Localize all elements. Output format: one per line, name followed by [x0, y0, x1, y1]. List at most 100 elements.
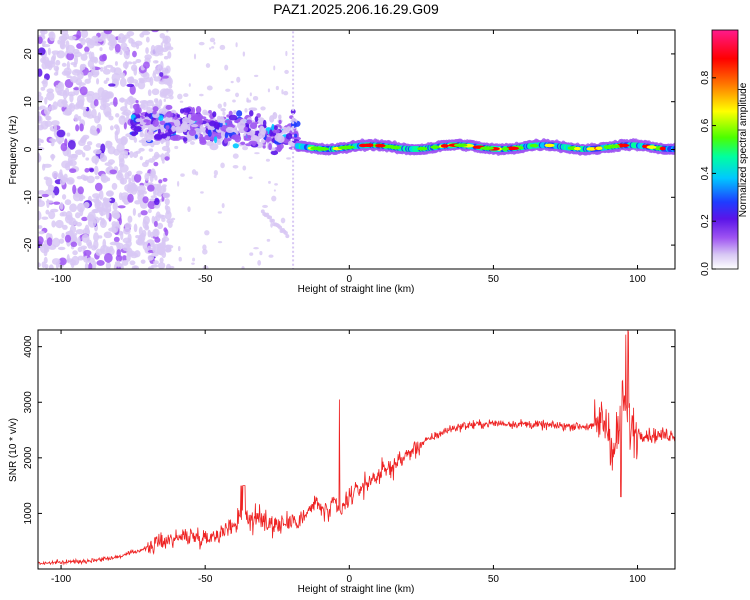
spectrogram-cell	[139, 32, 145, 38]
spectrogram-cell	[161, 159, 165, 164]
spectrogram-cell	[149, 198, 155, 202]
spectrogram-cell	[162, 185, 167, 193]
spectrogram-cell	[292, 203, 295, 206]
spectrogram-cell	[208, 120, 217, 127]
spectrogram-cell	[199, 137, 205, 144]
spectrogram-cell	[177, 245, 181, 252]
spectrogram-cell	[273, 65, 276, 71]
spectrogram-cell	[208, 110, 212, 114]
spectrogram-cell	[167, 51, 172, 59]
spectrogram-xtick-label: 0	[347, 274, 353, 285]
spectrogram-cell	[69, 93, 74, 103]
spectrogram-ytick-label: 0	[23, 146, 34, 152]
spectrogram-cell	[262, 204, 269, 208]
spectrogram-cell	[38, 210, 42, 221]
spectrogram-cell	[216, 140, 222, 145]
spectrogram-cell	[292, 113, 295, 116]
spectrogram-cell	[147, 256, 153, 261]
spectrogram-cell	[292, 147, 295, 150]
spectrogram-cell	[292, 138, 295, 141]
spectrogram-cell	[86, 93, 94, 103]
spectrogram-cell	[292, 78, 295, 81]
spectrogram-cell	[66, 52, 75, 61]
spectrogram-cell	[55, 219, 64, 229]
spectrogram-cell	[224, 132, 229, 139]
spectrogram-cell	[164, 198, 170, 206]
spectrogram-cell	[285, 234, 290, 239]
spectrogram-cell	[40, 86, 46, 91]
spectrogram-cell	[248, 140, 258, 145]
spectrogram-cell	[164, 132, 172, 137]
spectrogram-cell	[292, 199, 295, 202]
spectrogram-cell	[150, 231, 154, 239]
spectrogram-cell	[430, 145, 441, 149]
spectrogram-cell	[69, 203, 78, 213]
spectrogram-cell	[281, 89, 284, 95]
spectrogram-cell	[195, 105, 202, 114]
spectrogram-cell	[216, 123, 220, 130]
spectrogram-cell	[69, 75, 79, 83]
spectrogram-cell	[65, 210, 73, 221]
spectrogram-cell	[480, 146, 494, 151]
spectrogram-cell	[163, 98, 167, 102]
spectrogram-cell	[176, 114, 181, 118]
spectrogram-cell	[53, 201, 61, 205]
spectrogram-cell	[152, 70, 157, 75]
spectrogram-cell	[270, 150, 279, 156]
spectrogram-cell	[292, 130, 299, 135]
spectrogram-cell	[269, 129, 273, 137]
spectrogram-cell	[174, 145, 179, 150]
spectrogram-cell	[132, 61, 137, 65]
spectrogram-cell	[124, 184, 133, 192]
spectrogram-cell	[123, 200, 129, 205]
spectrogram-cell	[292, 48, 295, 51]
snr-ytick-label: 4000	[23, 335, 34, 358]
spectrogram-cell	[133, 266, 138, 269]
spectrogram-cell	[84, 46, 90, 53]
spectrogram-cell	[41, 193, 49, 198]
spectrogram-cell	[144, 159, 150, 165]
snr-ytick-label: 2000	[23, 446, 34, 469]
spectrogram-cell	[453, 143, 468, 148]
spectrogram-cell	[225, 88, 231, 92]
spectrogram-cell	[72, 250, 78, 256]
spectrogram-cell	[127, 233, 132, 242]
spectrogram-cell	[273, 189, 276, 192]
spectrogram-cell	[124, 98, 128, 109]
spectrogram-cell	[87, 241, 93, 249]
spectrogram-cell	[100, 175, 109, 183]
spectrogram-cell	[232, 165, 239, 169]
spectrogram-cell	[150, 49, 158, 56]
spectrogram-cell	[137, 212, 142, 218]
spectrogram-cell	[67, 140, 76, 150]
spectrogram-cell	[262, 119, 267, 127]
spectrogram-cell	[246, 97, 249, 103]
spectrogram-cell	[82, 152, 86, 158]
spectrogram-cell	[292, 74, 295, 77]
spectrogram-cell	[283, 231, 288, 236]
spectrogram-cell	[544, 143, 555, 148]
spectrogram-cell	[202, 244, 207, 251]
spectrogram-cell	[162, 107, 166, 114]
spectrogram-cell	[257, 117, 265, 125]
colorbar-tick-label: 0.2	[700, 214, 711, 228]
spectrogram-cell	[268, 143, 272, 151]
spectrogram-cell	[70, 62, 78, 66]
spectrogram-cell	[111, 182, 118, 190]
spectrogram-cell	[240, 118, 248, 124]
spectrogram-cell	[119, 50, 123, 55]
spectrogram-cell	[162, 88, 172, 95]
spectrogram-cell	[78, 38, 84, 42]
spectrogram-cell	[38, 36, 43, 45]
spectrogram-cell	[183, 93, 189, 98]
spectrogram-cell	[292, 156, 295, 159]
spectrogram-cell	[222, 111, 226, 116]
spectrogram-cell	[275, 85, 279, 91]
spectrogram-cell	[188, 83, 191, 87]
spectrogram-cell	[165, 138, 170, 148]
spectrogram-cell	[501, 147, 509, 151]
colorbar-tick-label: 0.4	[700, 166, 711, 180]
spectrogram-cell	[137, 80, 146, 90]
spectrogram-cell	[292, 100, 295, 103]
spectrogram-cell	[160, 75, 169, 79]
